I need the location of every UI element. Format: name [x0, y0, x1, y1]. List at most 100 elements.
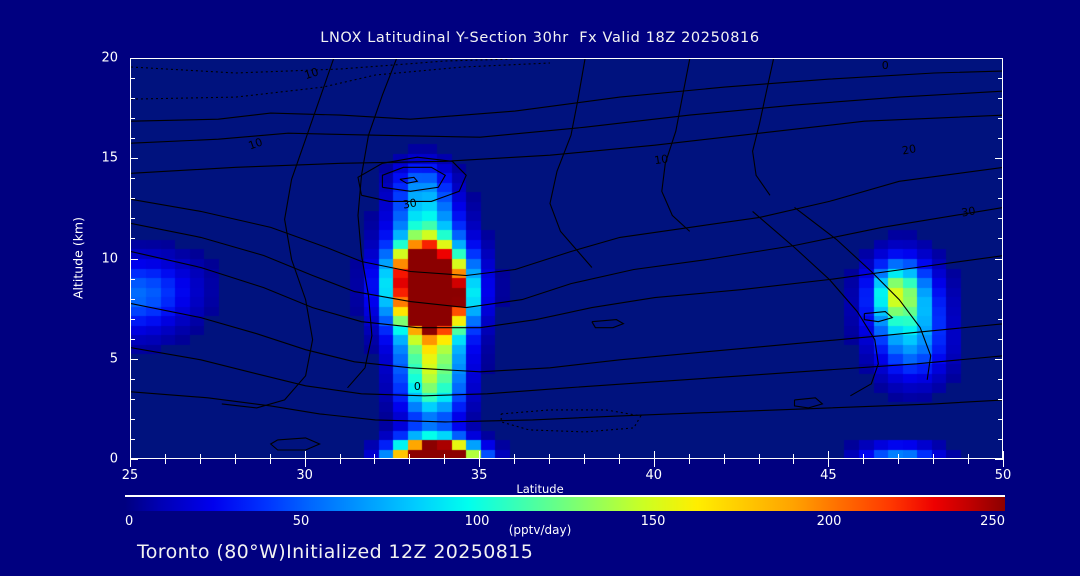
y-tick-right — [995, 158, 1003, 160]
y-tick-right — [995, 358, 1003, 360]
y-tick-label: 0 — [109, 451, 118, 467]
contour-line — [591, 319, 625, 329]
y-tick-label: 15 — [101, 150, 118, 166]
y-tick-right — [998, 98, 1003, 100]
y-tick-right — [998, 338, 1003, 340]
y-tick-right — [998, 318, 1003, 320]
contour-label: 20 — [901, 142, 917, 157]
y-tick — [130, 338, 135, 340]
page-title: LNOX Latitudinal Y-Section 30hr Fx Valid… — [320, 30, 760, 46]
x-tick — [269, 459, 271, 464]
y-tick — [130, 78, 135, 80]
plot-frame: 10 0 10 10 20 30 30 0 — [130, 58, 1003, 459]
x-tick-label: 40 — [645, 468, 663, 483]
y-tick-right — [998, 138, 1003, 140]
x-tick — [968, 459, 970, 464]
contour-label: 0 — [414, 380, 421, 393]
x-tick-inner — [898, 454, 900, 459]
x-tick-inner — [374, 454, 376, 459]
y-tick — [130, 318, 135, 320]
x-tick — [933, 459, 935, 464]
contour-line — [381, 166, 447, 192]
x-tick-inner — [723, 454, 725, 459]
y-tick — [130, 218, 135, 220]
contour-line — [131, 207, 1002, 309]
y-tick-right — [998, 178, 1003, 180]
contour-overlay: 10 0 10 10 20 30 30 0 — [131, 59, 1002, 451]
colorbar-tick-label: 250 — [980, 514, 1005, 529]
x-tick-inner — [164, 454, 166, 459]
x-tick-inner — [479, 451, 481, 459]
contour-label: 0 — [882, 59, 889, 72]
contour-line — [347, 59, 397, 389]
x-tick — [339, 459, 341, 464]
y-tick-right — [998, 78, 1003, 80]
y-tick — [130, 378, 135, 380]
x-tick — [514, 459, 516, 464]
x-tick — [1003, 459, 1004, 467]
contour-label: 30 — [402, 196, 418, 211]
contour-line — [399, 176, 419, 184]
x-tick — [758, 459, 760, 464]
y-tick — [130, 238, 135, 240]
y-tick-right — [998, 418, 1003, 420]
y-tick-right — [998, 378, 1003, 380]
x-tick — [688, 459, 690, 464]
x-tick-inner — [583, 454, 585, 459]
x-tick — [479, 459, 481, 467]
colorbar-tick-label: 0 — [125, 514, 134, 529]
contour-line — [131, 59, 516, 74]
y-tick — [130, 298, 135, 300]
colorbar-tick-label: 50 — [292, 514, 310, 529]
y-tick-right — [995, 58, 1003, 59]
y-tick — [130, 198, 135, 200]
y-tick-right — [998, 278, 1003, 280]
x-tick-label: 30 — [296, 468, 313, 483]
contour-line — [661, 59, 691, 232]
contour-line — [794, 206, 932, 380]
x-tick-inner — [688, 454, 690, 459]
y-tick — [130, 118, 135, 120]
x-tick-inner — [234, 454, 236, 459]
x-tick-inner — [269, 454, 271, 459]
y-tick-right — [995, 258, 1003, 260]
y-tick-right — [998, 298, 1003, 300]
x-tick-inner — [618, 454, 620, 459]
y-tick — [130, 358, 138, 360]
x-tick — [409, 459, 411, 464]
contour-label: 10 — [247, 135, 265, 152]
x-tick — [653, 459, 655, 467]
x-tick-label: 50 — [994, 468, 1012, 483]
x-tick-inner — [863, 454, 865, 459]
contour-line — [221, 59, 335, 409]
x-tick — [583, 459, 585, 464]
x-tick-inner — [828, 451, 830, 459]
contour-line — [793, 397, 824, 409]
x-tick-inner — [199, 454, 201, 459]
footer-caption: Toronto (80°W)Initialized 12Z 20250815 — [137, 541, 534, 563]
contour-line — [131, 62, 551, 100]
contour-label: 10 — [303, 65, 320, 82]
contour-line — [549, 59, 593, 268]
y-tick — [130, 438, 135, 440]
contour-line — [131, 347, 1002, 397]
y-tick — [130, 459, 138, 460]
colorbar-tick-label: 200 — [816, 514, 842, 529]
y-tick — [130, 258, 138, 260]
x-tick-inner — [339, 454, 341, 459]
contour-line — [752, 210, 879, 397]
contour-line — [269, 437, 321, 451]
x-tick-inner — [758, 454, 760, 459]
contour-line — [357, 156, 467, 202]
y-tick-label: 10 — [101, 251, 118, 266]
x-tick — [304, 459, 306, 467]
x-tick-label: 35 — [470, 468, 488, 483]
x-tick-inner — [549, 454, 551, 459]
contour-line — [131, 70, 1002, 122]
colorbar-tick-label: 100 — [464, 514, 490, 529]
y-axis-title: Altitude (km) — [70, 217, 86, 299]
y-tick — [130, 178, 135, 180]
contour-line — [863, 311, 894, 323]
y-tick-right — [998, 438, 1003, 440]
contour-line — [752, 59, 775, 196]
